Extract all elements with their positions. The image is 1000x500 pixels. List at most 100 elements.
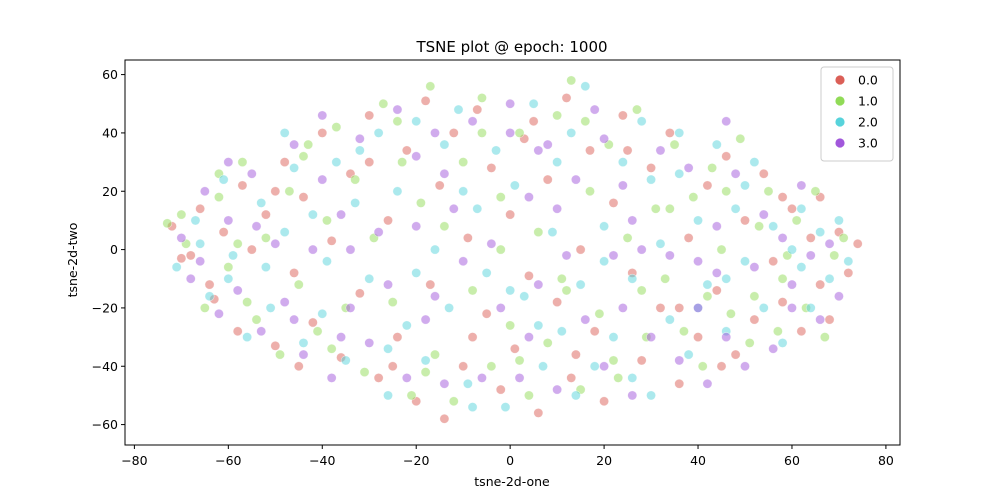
point-1.0-10 [293,279,304,290]
point-2.0-15 [350,198,361,208]
point-0.0-21 [383,215,393,226]
point-0.0-54 [655,303,666,313]
point-3.0-4 [223,215,234,226]
point-2.0-62 [787,244,797,255]
point-3.0-12 [307,244,318,255]
point-2.0-85 [721,273,732,284]
point-0.0-57 [683,233,694,243]
point-2.0-63 [796,203,807,214]
point-1.0-84 [176,209,187,220]
point-1.0-13 [322,215,332,226]
point-2.0-17 [373,128,384,138]
point-2.0-29 [481,268,492,278]
point-2.0-58 [749,157,760,167]
point-1.0-33 [505,320,516,331]
point-2.0-32 [509,180,520,191]
point-0.0-37 [509,343,520,354]
point-2.0-50 [674,168,685,179]
point-1.0-79 [392,116,403,127]
point-1.0-75 [702,291,713,302]
point-3.0-2 [199,186,210,197]
x-axis-label: tsne-2d-one [474,474,550,489]
point-1.0-57 [726,308,736,319]
y-tick-label: 0 [110,242,118,257]
point-0.0-40 [533,408,544,418]
point-0.0-36 [505,209,516,220]
point-0.0-84 [528,116,539,127]
point-3.0-81 [317,110,328,121]
point-2.0-83 [533,320,544,331]
point-3.0-18 [364,338,375,348]
point-1.0-36 [533,227,544,237]
point-1.0-82 [664,203,675,214]
point-3.0-86 [787,279,797,290]
point-2.0-10 [298,338,309,348]
point-1.0-42 [585,186,595,197]
point-1.0-27 [448,396,459,407]
point-2.0-54 [711,139,722,150]
point-3.0-3 [214,308,224,319]
point-1.0-20 [387,297,398,307]
point-3.0-19 [373,227,384,237]
point-3.0-76 [439,168,450,179]
point-1.0-16 [350,174,361,185]
y-tick-label: −20 [92,300,118,315]
point-2.0-51 [683,349,694,360]
point-2.0-78 [552,157,563,167]
point-2.0-84 [627,373,638,383]
point-1.0-24 [425,81,436,92]
point-3.0-62 [777,233,788,243]
point-1.0-21 [397,157,408,167]
point-0.0-46 [585,145,595,156]
point-2.0-35 [538,361,548,372]
point-0.0-35 [495,384,506,395]
point-0.0-59 [702,180,713,191]
point-1.0-71 [326,343,337,354]
point-2.0-47 [646,390,656,401]
point-3.0-79 [721,116,732,127]
point-1.0-34 [514,128,525,138]
point-3.0-0 [176,233,187,243]
point-0.0-75 [852,238,863,249]
point-0.0-76 [204,279,215,290]
point-0.0-78 [387,361,398,372]
point-3.0-6 [246,168,257,179]
point-2.0-45 [627,273,638,284]
point-1.0-78 [298,151,309,162]
point-3.0-61 [768,343,779,354]
x-tick-label: 20 [596,453,612,468]
point-3.0-10 [289,139,299,150]
point-3.0-73 [711,268,722,278]
point-3.0-68 [834,291,844,302]
x-tick-label: 60 [784,453,800,468]
point-3.0-28 [458,256,469,267]
point-0.0-43 [561,93,572,103]
legend-box [820,66,894,162]
point-2.0-40 [580,81,591,92]
point-2.0-30 [491,145,501,156]
point-3.0-38 [552,384,563,395]
point-0.0-88 [185,250,196,261]
point-2.0-25 [444,303,454,313]
point-3.0-55 [711,221,722,232]
point-0.0-49 [608,198,619,208]
point-0.0-8 [261,209,271,220]
point-1.0-60 [754,221,764,232]
point-3.0-63 [787,303,797,313]
point-3.0-5 [232,285,243,296]
point-0.0-55 [664,128,675,138]
point-0.0-68 [787,203,797,214]
point-0.0-53 [646,163,656,173]
point-1.0-85 [232,238,243,249]
point-1.0-81 [580,116,591,127]
point-2.0-46 [636,116,647,127]
point-0.0-5 [232,326,243,337]
point-2.0-68 [843,256,854,267]
point-2.0-18 [383,390,393,401]
point-2.0-22 [420,355,431,366]
point-3.0-84 [599,133,609,144]
point-1.0-17 [359,367,370,377]
x-tick-label: −80 [121,453,147,468]
point-3.0-47 [636,244,647,255]
point-1.0-80 [477,128,487,138]
